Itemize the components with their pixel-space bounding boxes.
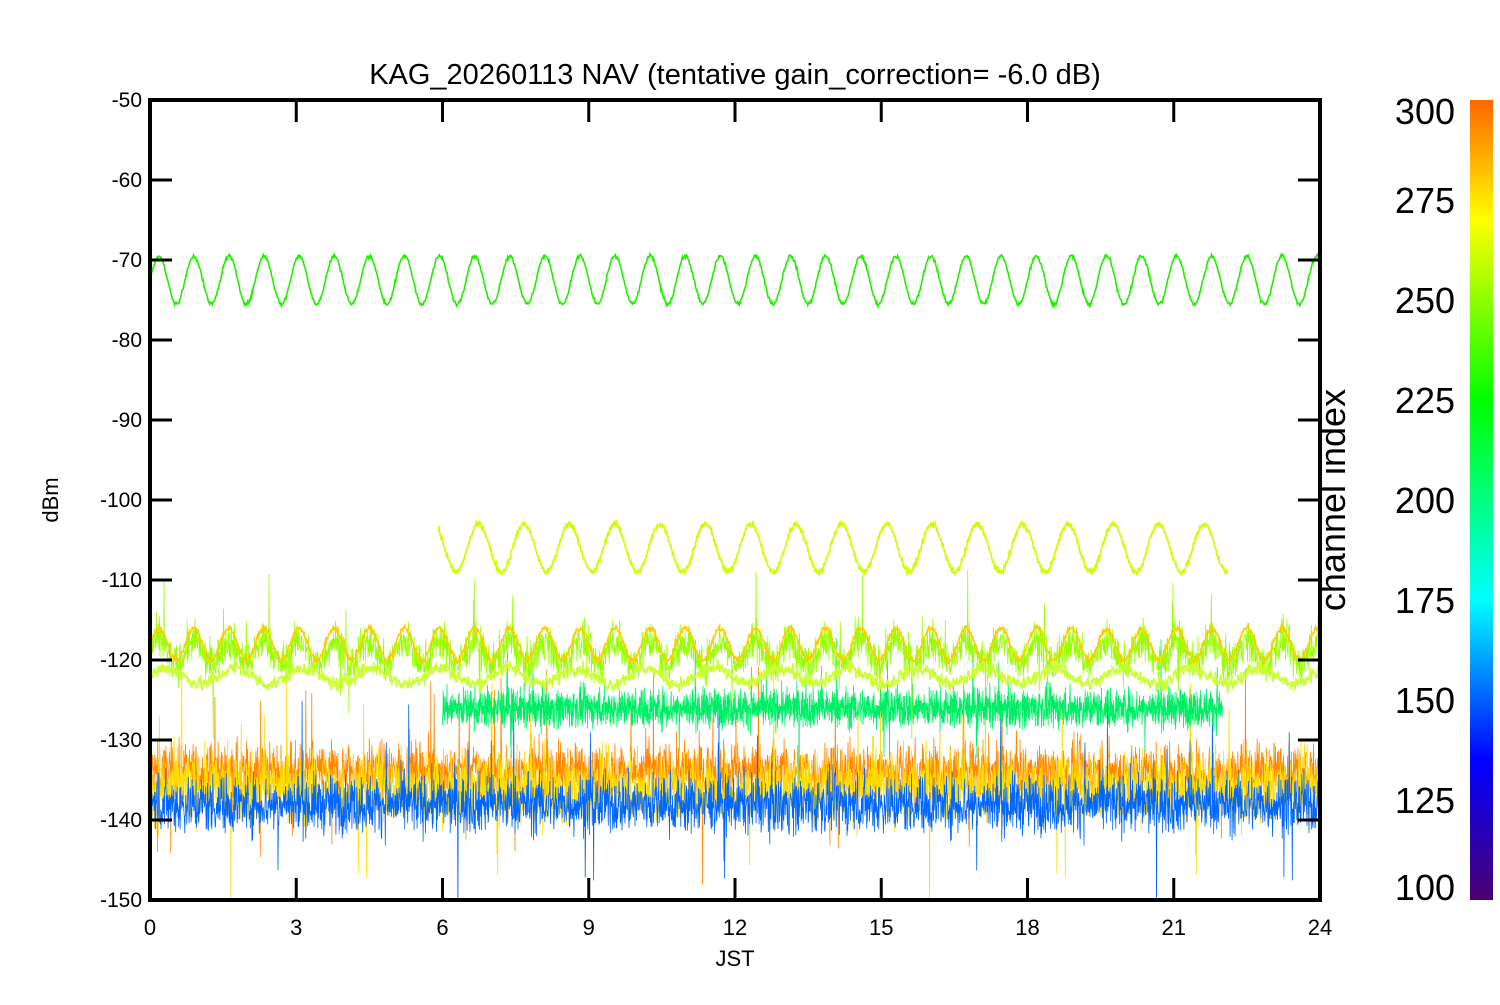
x-tick-label: 21 (1162, 915, 1186, 940)
series-line-265 (437, 519, 1229, 578)
y-tick-label: -70 (112, 249, 142, 272)
y-tick-label: -90 (112, 409, 142, 432)
series-line-150 (150, 698, 1320, 900)
colorbar-tick-label: 275 (1395, 180, 1455, 221)
colorbar-tick-label: 100 (1395, 867, 1455, 908)
x-tick-label: 24 (1308, 915, 1332, 940)
y-tick-label: -50 (112, 89, 142, 112)
x-axis-label: JST (715, 946, 754, 971)
y-tick-label: -80 (112, 329, 142, 352)
x-tick-label: 3 (290, 915, 302, 940)
x-tick-label: 9 (583, 915, 595, 940)
colorbar-label: channel index (1312, 389, 1353, 611)
series-layer (150, 251, 1320, 900)
series-line-270 (150, 664, 1320, 900)
x-tick-label: 0 (144, 915, 156, 940)
y-tick-label: -100 (100, 489, 142, 512)
y-axis-label: dBm (38, 477, 63, 522)
y-tick-label: -140 (100, 809, 142, 832)
colorbar-ticks: 100 125 150 175 200 225 250 275 300 (1395, 91, 1455, 908)
series-line-262 (150, 658, 1320, 694)
y-tick-label: -150 (100, 889, 142, 912)
y-tick-label: -120 (100, 649, 142, 672)
colorbar-tick-label: 175 (1395, 580, 1455, 621)
series-line-280 (150, 621, 1320, 667)
y-tick-label: -130 (100, 729, 142, 752)
colorbar-tick-label: 125 (1395, 780, 1455, 821)
colorbar-tick-label: 225 (1395, 380, 1455, 421)
colorbar-tick-label: 200 (1395, 480, 1455, 521)
y-tick-label: -110 (102, 569, 142, 592)
series-line-232 (150, 251, 1320, 310)
x-axis: 0 3 6 9 12 15 18 21 24 (144, 100, 1332, 940)
x-tick-label: 12 (723, 915, 747, 940)
x-tick-label: 18 (1015, 915, 1039, 940)
colorbar-tick-label: 250 (1395, 280, 1455, 321)
y-tick-label: -60 (112, 169, 142, 192)
chart-title: KAG_20260113 NAV (tentative gain_correct… (369, 59, 1101, 91)
x-tick-label: 15 (869, 915, 893, 940)
colorbar (1470, 100, 1493, 900)
x-tick-label: 6 (436, 915, 448, 940)
colorbar-tick-label: 150 (1395, 680, 1455, 721)
series-line-215 (442, 637, 1223, 784)
y-axis: -50 -60 -70 -80 -90 -100 -110 -120 -130 -140 -150 (100, 89, 1320, 912)
colorbar-tick-label: 300 (1395, 91, 1455, 132)
